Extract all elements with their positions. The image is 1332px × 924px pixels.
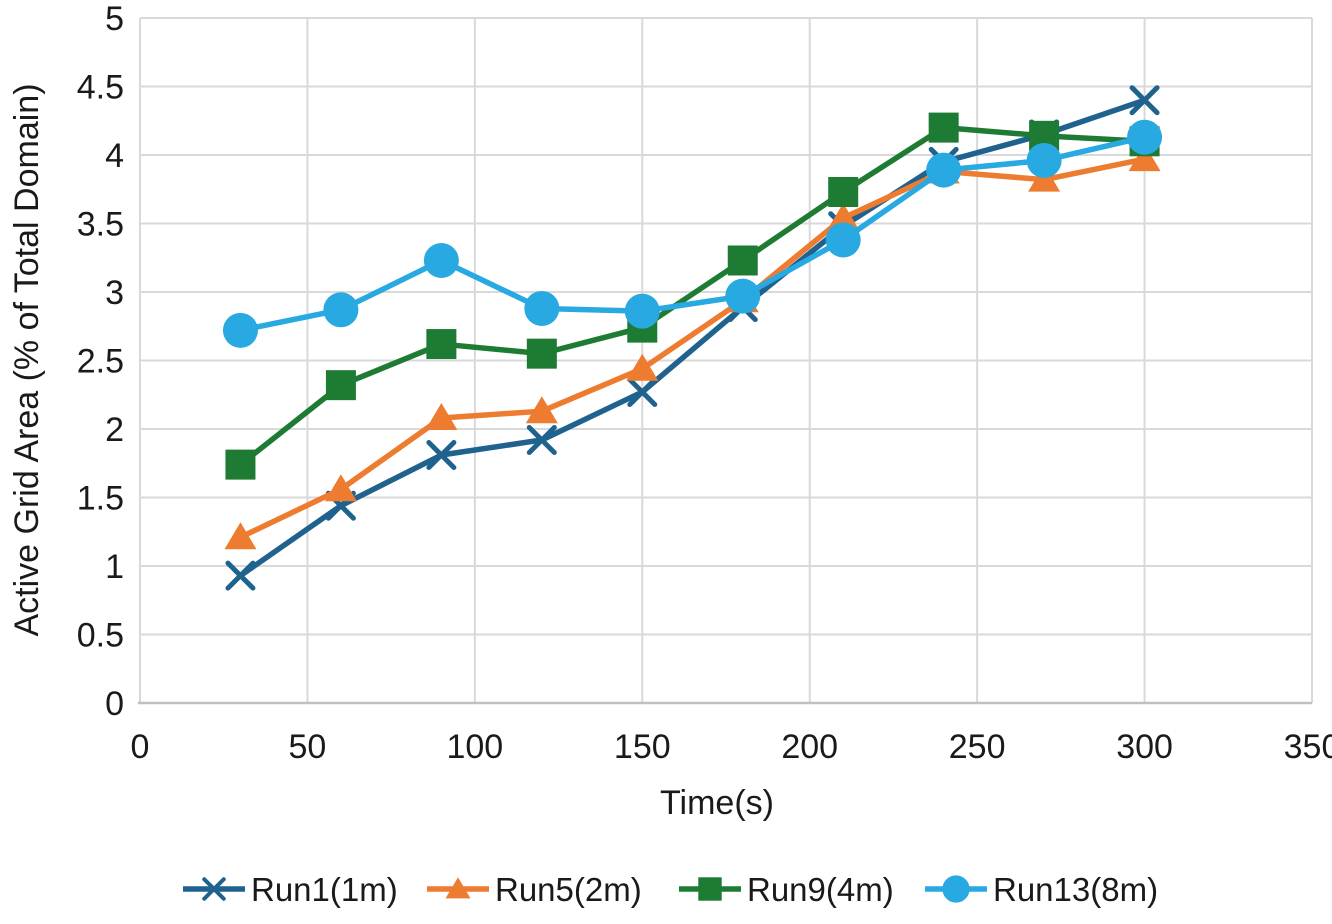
legend-label: Run9(4m) [747, 871, 894, 908]
tick-labels: 00.511.522.533.544.550 50 100 150 200 250 300 3… [77, 0, 1332, 766]
circle-marker [423, 242, 459, 278]
y-tick-label: 0.5 [77, 617, 124, 655]
x-tick-label: 350 [1284, 728, 1332, 766]
triangle-marker [626, 353, 659, 381]
x-tick-label: 50 [289, 728, 327, 766]
legend-item-run94m: Run9(4m) [679, 871, 894, 908]
y-tick-label: 5 [105, 0, 124, 38]
y-tick-label: 4 [105, 137, 124, 175]
triangle-marker [324, 474, 357, 502]
circle-marker [725, 278, 761, 314]
gridlines [139, 17, 1313, 703]
triangle-marker [224, 522, 257, 550]
circle-marker [1127, 119, 1163, 155]
x-axis-title: Time(s) [660, 784, 774, 822]
x-tick-label: 0 [131, 728, 150, 766]
x-tick-label: 250 [949, 728, 1006, 766]
x-marker [202, 877, 226, 901]
series-line [237, 124, 1148, 468]
triangle-marker [425, 403, 458, 431]
square-marker [526, 338, 557, 369]
circle-marker [323, 292, 359, 328]
square-marker [426, 329, 457, 360]
series-line [237, 97, 1148, 579]
circle-marker [926, 152, 962, 188]
series-run94m [225, 112, 1160, 480]
x-marker [526, 424, 557, 455]
circle-marker [222, 312, 258, 348]
x-marker [1129, 85, 1160, 116]
triangle-marker [445, 877, 471, 899]
square-marker [828, 176, 859, 207]
y-tick-label: 1.5 [77, 480, 124, 518]
square-marker [225, 449, 256, 480]
y-tick-label: 1 [105, 548, 124, 586]
x-marker [225, 560, 256, 591]
legend: Run1(1m) Run5(2m) Run9(4m) Run13(8m) [183, 871, 1158, 908]
legend-item-run52m: Run5(2m) [427, 871, 642, 908]
y-tick-label: 0 [105, 685, 124, 723]
y-tick-label: 3 [105, 274, 124, 312]
series-run138m [222, 119, 1163, 348]
circle-marker [825, 222, 861, 258]
triangle-marker [525, 396, 558, 424]
x-tick-label: 300 [1116, 728, 1173, 766]
circle-marker [524, 290, 560, 326]
square-marker [325, 370, 356, 401]
y-tick-label: 4.5 [77, 69, 124, 107]
y-tick-label: 2.5 [77, 343, 124, 381]
square-marker [928, 112, 959, 143]
y-tick-label: 3.5 [77, 206, 124, 244]
legend-label: Run5(2m) [495, 871, 642, 908]
x-tick-label: 200 [781, 728, 838, 766]
series-line [237, 156, 1148, 540]
x-tick-label: 150 [614, 728, 671, 766]
triangle-marker [1128, 144, 1161, 172]
square-marker [698, 877, 722, 901]
legend-label: Run13(8m) [993, 871, 1158, 908]
square-marker [727, 245, 758, 276]
y-tick-label: 2 [105, 411, 124, 449]
legend-item-run11m: Run1(1m) [183, 871, 398, 908]
triangle-marker [1028, 164, 1061, 192]
triangle-marker [827, 203, 860, 231]
circle-marker [624, 293, 660, 329]
x-marker [627, 377, 658, 408]
circle-marker [1026, 142, 1062, 178]
series-line [237, 134, 1148, 334]
legend-item-run138m: Run13(8m) [925, 871, 1158, 908]
x-tick-label: 100 [446, 728, 503, 766]
y-axis-title: Active Grid Area (% of Total Domain) [8, 83, 46, 636]
legend-label: Run1(1m) [251, 871, 398, 908]
circle-marker [942, 875, 970, 903]
data-series [222, 85, 1163, 591]
x-marker [426, 440, 457, 471]
